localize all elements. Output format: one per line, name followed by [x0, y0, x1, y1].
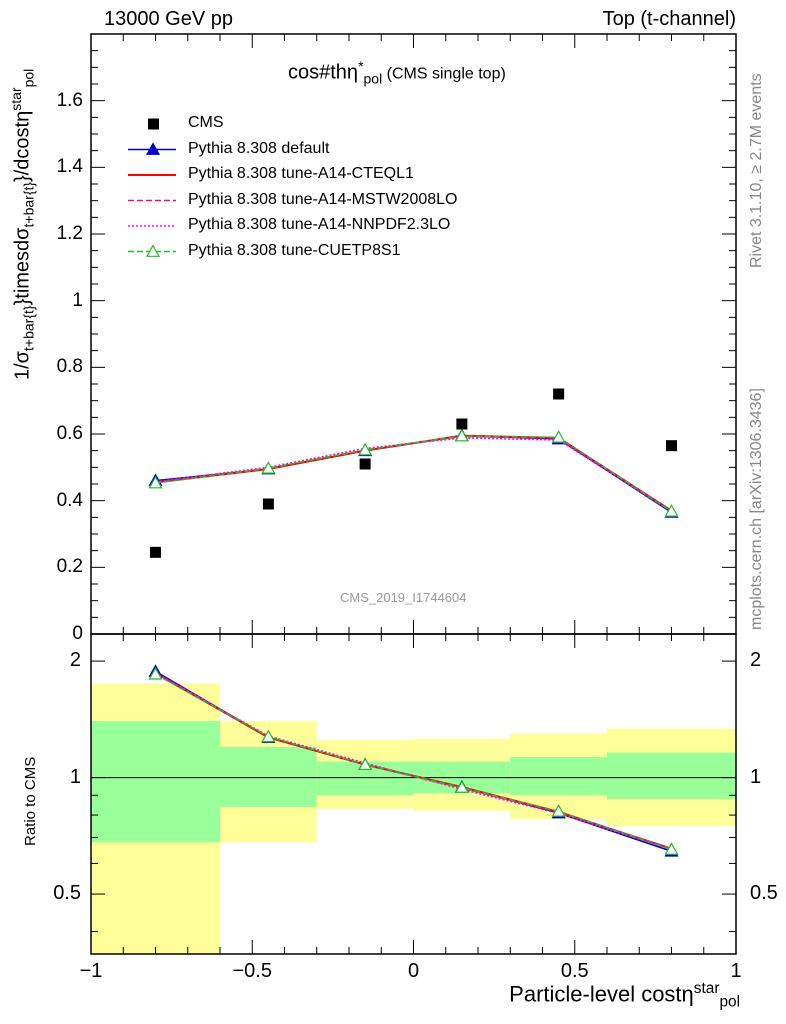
main-y-tick-label: 1.4 [56, 156, 83, 178]
marker-pythia-8-308-tune-cuetp8s1 [358, 442, 373, 456]
line-pythia-8-308-tune-cuetp8s1 [155, 673, 672, 851]
line-pythia-8-308-tune-a14-nnpdf2-3lo [155, 672, 672, 851]
ratio-y-tick-label-right: 1 [750, 765, 762, 788]
marker-pythia-8-308-tune-cuetp8s1 [261, 461, 276, 474]
legend-marks [128, 118, 176, 257]
x-axis-label-main: Particle-level costη [509, 981, 694, 1007]
ratio-y-tick-label-right: 2 [750, 649, 762, 672]
main-y-tick-label: 1 [72, 289, 83, 311]
plot-title-main: cos#thη [288, 61, 359, 84]
legend-mark-pythia-8-308-default-marker [145, 142, 161, 155]
main-y-tick-label: 0.2 [56, 556, 83, 578]
legend-label-cms: CMS [188, 114, 224, 131]
ratio-uncertainty-bands [91, 683, 736, 954]
inner-band-1 [220, 746, 317, 807]
x-tick-label: 0 [407, 960, 420, 982]
main-y-tick-label: 0.8 [56, 356, 83, 378]
point-cms [150, 546, 161, 558]
ylabel-part-b: }timesdσ [11, 227, 34, 306]
mcplots-side-label: mcplots.cern.ch [arXiv:1306.3436] [748, 388, 765, 630]
legend-label-pythia-8-308-tune-cuetp8s1: Pythia 8.308 tune-CUETP8S1 [188, 241, 401, 259]
ylabel-part-c: }/dcostη [11, 110, 34, 182]
ratio-panel-frame [90, 633, 737, 955]
plot-title-sub: pol [363, 70, 383, 87]
inner-band-4 [510, 757, 607, 796]
ratio-panel-series [148, 664, 679, 857]
ratio-y-tick-label-right: 0.5 [750, 882, 778, 905]
marker-pythia-8-308-tune-cuetp8s1 [454, 428, 469, 442]
process-label: Top (t-channel) [602, 8, 736, 30]
legend-mark-pythia-8-308-tune-cuetp8s1-marker [145, 244, 161, 257]
point-cms [553, 388, 565, 400]
point-cms [456, 418, 468, 430]
rivet-side-label: Rivet 3.1.10, ≥ 2.7M events [748, 73, 765, 268]
inner-band-5 [607, 752, 736, 800]
ratio-y-tick-label-left: 0.5 [53, 882, 81, 905]
x-tick-label: 0.5 [560, 960, 589, 982]
plot-title: cos#thη*pol (CMS single top) [288, 58, 506, 87]
x-axis-label: Particle-level costηstarpol [509, 980, 740, 1012]
line-pythia-8-308-tune-a14-nnpdf2-3lo [155, 437, 672, 513]
main-y-axis-label: 1/σt+bar{t}}timesdσt+bar{t}}/dcostηstarp… [8, 69, 37, 380]
main-y-tick-label: 1.2 [56, 223, 83, 244]
point-cms [666, 440, 677, 452]
legend-label-pythia-8-308-tune-a14-mstw2008lo: Pythia 8.308 tune-A14-MSTW2008LO [188, 190, 458, 208]
ylabel-sub-2: t+bar{t} [20, 181, 37, 228]
marker-pythia-8-308-tune-cuetp8s1 [664, 504, 679, 517]
x-axis-label-sup: star [693, 980, 720, 997]
main-y-tick-label: 0 [72, 623, 83, 644]
marker-pythia-8-308-tune-cuetp8s1 [551, 804, 566, 817]
ylabel-sup: star [8, 87, 24, 111]
marker-pythia-8-308-tune-cuetp8s1 [148, 475, 163, 489]
plot-title-suffix: (CMS single top) [382, 65, 506, 83]
legend-label-pythia-8-308-tune-a14-nnpdf2-3lo: Pythia 8.308 tune-A14-NNPDF2.3LO [188, 216, 451, 233]
marker-pythia-8-308-tune-cuetp8s1 [664, 842, 679, 855]
ratio-y-axis-label: Ratio to CMS [22, 756, 39, 846]
point-cms [359, 458, 371, 470]
main-y-tick-label: 0.6 [56, 423, 83, 444]
x-tick-label: 1 [730, 960, 742, 982]
inner-band-0 [91, 721, 220, 843]
marker-pythia-8-308-tune-cuetp8s1 [261, 729, 276, 743]
legend-label-pythia-8-308-tune-a14-cteql1: Pythia 8.308 tune-A14-CTEQL1 [188, 165, 414, 182]
energy-label: 13000 GeV pp [104, 8, 233, 30]
ratio-y-tick-label-left: 2 [69, 649, 81, 672]
plot-title-sup: * [358, 58, 364, 74]
legend-mark-cms [148, 118, 159, 130]
point-cms [262, 498, 274, 510]
main-y-tick-label: 1.6 [56, 89, 83, 111]
ratio-y-tick-label-left: 1 [69, 765, 81, 788]
x-tick-label: −1 [79, 960, 103, 982]
ylabel-sub-3: pol [20, 68, 37, 88]
ylabel-sub-1: t+bar{t} [20, 305, 37, 351]
ylabel-part-a: 1/σ [11, 350, 34, 380]
main-y-tick-label: 0.4 [56, 489, 83, 511]
marker-pythia-8-308-tune-cuetp8s1 [454, 780, 469, 793]
marker-pythia-8-308-tune-cuetp8s1 [551, 430, 566, 443]
x-tick-label: −0.5 [232, 960, 272, 982]
x-axis-label-sub: pol [719, 993, 740, 1011]
main-panel-series [148, 388, 679, 558]
marker-pythia-8-308-tune-cuetp8s1 [148, 666, 163, 680]
legend-label-pythia-8-308-default: Pythia 8.308 default [188, 139, 330, 157]
marker-pythia-8-308-tune-cuetp8s1 [358, 757, 373, 771]
analysis-watermark: CMS_2019_I1744604 [340, 590, 467, 605]
line-pythia-8-308-tune-cuetp8s1 [155, 435, 672, 513]
